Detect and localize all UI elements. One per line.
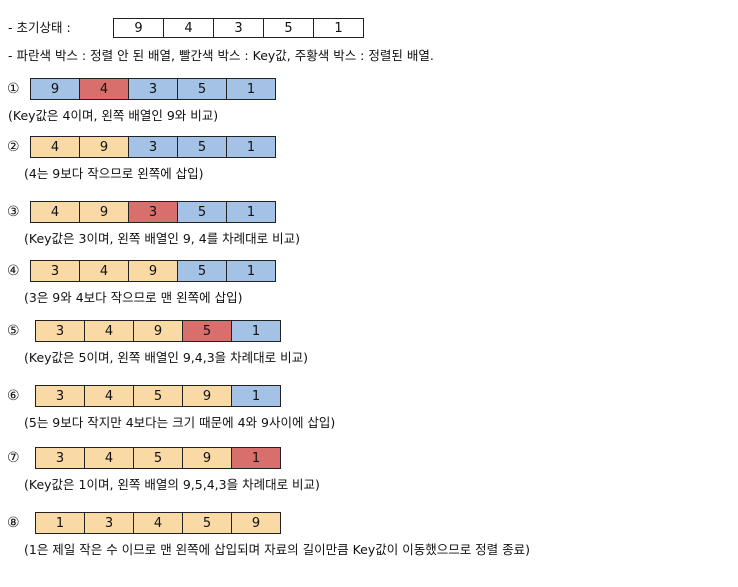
- sorted-cell: 3: [35, 320, 85, 342]
- sorted-cell: 5: [133, 447, 183, 469]
- step-note: (Key값은 1이며, 왼쪽 배열의 9,5,4,3을 차례대로 비교): [24, 477, 320, 492]
- sorted-cell: 3: [35, 385, 85, 407]
- step-number: ⑦: [7, 450, 20, 466]
- sorted-cell: 9: [79, 136, 129, 158]
- unsorted-cell: 1: [231, 385, 281, 407]
- sorted-cell: 5: [133, 385, 183, 407]
- step-number: ⑥: [7, 388, 20, 404]
- initial-cell: 4: [163, 18, 214, 38]
- unsorted-cell: 1: [226, 260, 276, 282]
- sorted-cell: 9: [128, 260, 178, 282]
- key-cell: 1: [231, 447, 281, 469]
- sorted-cell: 9: [79, 201, 129, 223]
- step-note: (Key값은 5이며, 왼쪽 배열인 9,4,3을 차례대로 비교): [24, 350, 308, 365]
- initial-cell: 9: [113, 18, 164, 38]
- sorted-cell: 3: [84, 512, 134, 534]
- step-note: (Key값은 3이며, 왼쪽 배열인 9, 4를 차례대로 비교): [24, 231, 301, 246]
- sorted-cell: 4: [84, 447, 134, 469]
- initial-cell: 5: [263, 18, 314, 38]
- sorted-cell: 4: [30, 201, 80, 223]
- step-number: ⑤: [7, 323, 20, 339]
- step-note: (1은 제일 작은 수 이므로 맨 왼쪽에 삽입되며 자료의 길이만큼 Key값…: [24, 542, 531, 557]
- unsorted-cell: 5: [177, 136, 227, 158]
- step-number: ①: [7, 81, 20, 97]
- key-cell: 5: [182, 320, 232, 342]
- sorted-cell: 5: [182, 512, 232, 534]
- sorted-cell: 3: [35, 447, 85, 469]
- legend-text: - 파란색 박스 : 정렬 안 된 배열, 빨간색 박스 : Key값, 주황색…: [8, 48, 434, 63]
- step-note: (5는 9보다 작지만 4보다는 크기 때문에 4와 9사이에 삽입): [24, 415, 336, 430]
- sorted-cell: 9: [182, 447, 232, 469]
- initial-cell: 1: [313, 18, 364, 38]
- initial-label: - 초기상태 :: [8, 20, 71, 35]
- unsorted-cell: 5: [177, 201, 227, 223]
- step-number: ②: [7, 139, 20, 155]
- initial-cell: 3: [213, 18, 264, 38]
- sorted-cell: 4: [133, 512, 183, 534]
- unsorted-cell: 9: [30, 78, 80, 100]
- step-number: ⑧: [7, 515, 20, 531]
- unsorted-cell: 1: [226, 78, 276, 100]
- sorted-cell: 9: [133, 320, 183, 342]
- unsorted-cell: 1: [231, 320, 281, 342]
- sorted-cell: 1: [35, 512, 85, 534]
- sorted-cell: 4: [79, 260, 129, 282]
- sorted-cell: 4: [84, 320, 134, 342]
- unsorted-cell: 5: [177, 78, 227, 100]
- sorted-cell: 9: [231, 512, 281, 534]
- step-number: ④: [7, 263, 20, 279]
- sorted-cell: 4: [30, 136, 80, 158]
- unsorted-cell: 1: [226, 136, 276, 158]
- unsorted-cell: 3: [128, 78, 178, 100]
- step-note: (3은 9와 4보다 작으므로 맨 왼쪽에 삽입): [24, 290, 243, 305]
- sorted-cell: 9: [182, 385, 232, 407]
- unsorted-cell: 5: [177, 260, 227, 282]
- key-cell: 4: [79, 78, 129, 100]
- sorted-cell: 4: [84, 385, 134, 407]
- key-cell: 3: [128, 201, 178, 223]
- unsorted-cell: 1: [226, 201, 276, 223]
- initial-array: 9 4 3 5 1: [113, 18, 364, 38]
- unsorted-cell: 3: [128, 136, 178, 158]
- step-note: (4는 9보다 작으므로 왼쪽에 삽입): [24, 166, 204, 181]
- step-number: ③: [7, 204, 20, 220]
- step-note: (Key값은 4이며, 왼쪽 배열인 9와 비교): [8, 108, 219, 123]
- sorted-cell: 3: [30, 260, 80, 282]
